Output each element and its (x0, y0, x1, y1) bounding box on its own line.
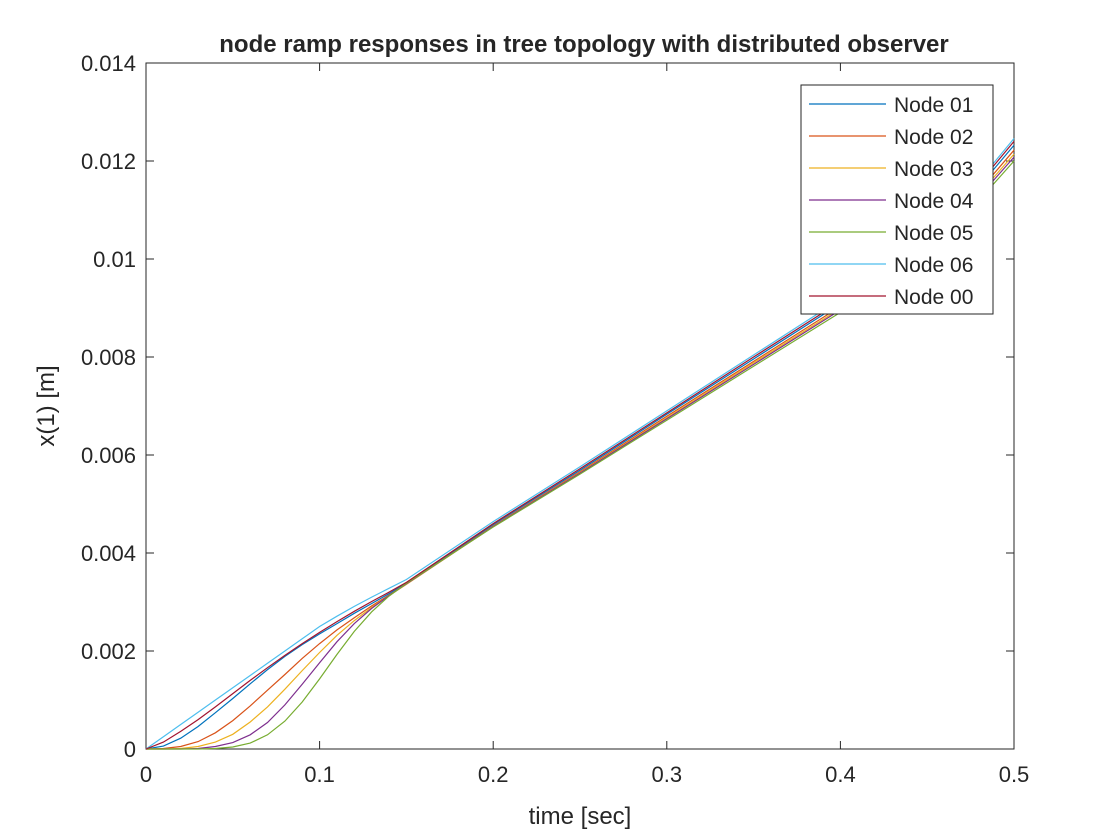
legend-label: Node 00 (894, 286, 973, 309)
series-line-7 (145, 141, 1015, 750)
y-tick-label: 0.008 (81, 345, 136, 370)
legend-label: Node 03 (894, 158, 973, 181)
y-tick-label: 0.012 (81, 149, 136, 174)
y-tick-label: 0.006 (81, 443, 136, 468)
series-line-5 (146, 160, 1015, 750)
legend-label: Node 02 (894, 126, 973, 149)
legend: Node 01 Node 02 Node 03 Node 04 Node 05 Node … (800, 84, 994, 315)
y-tick-label: 0.002 (81, 639, 136, 664)
x-tick-label: 0.4 (825, 762, 856, 787)
series-line-6 (145, 138, 1015, 750)
x-tick-label: 0.5 (999, 762, 1030, 787)
y-tick-label: 0.004 (81, 541, 136, 566)
y-tick-label: 0 (124, 737, 136, 762)
series-line-3 (146, 153, 1015, 750)
y-tick-label: 0.01 (93, 247, 136, 272)
y-axis-label: x(1) [m] (33, 365, 60, 446)
y-tick-label: 0.014 (81, 51, 136, 76)
x-tick-label: 0.2 (478, 762, 509, 787)
series-line-1 (145, 144, 1015, 750)
legend-label: Node 06 (894, 254, 973, 277)
x-tick-label: 0.1 (304, 762, 335, 787)
series-line-4 (146, 156, 1015, 750)
x-tick-label: 0 (140, 762, 152, 787)
series-line-2 (145, 149, 1015, 750)
series-layer (145, 138, 1015, 750)
chart-title: node ramp responses in tree topology wit… (219, 31, 948, 58)
axis-ticks: 0 0.1 0.2 0.3 0.4 0.5 0 0.002 0.004 0.006 0.008 0.0… (81, 51, 1029, 787)
x-axis-label: time [sec] (529, 803, 632, 830)
legend-label: Node 01 (894, 94, 973, 117)
legend-label: Node 05 (894, 222, 973, 245)
legend-label: Node 04 (894, 190, 974, 213)
x-tick-label: 0.3 (652, 762, 683, 787)
